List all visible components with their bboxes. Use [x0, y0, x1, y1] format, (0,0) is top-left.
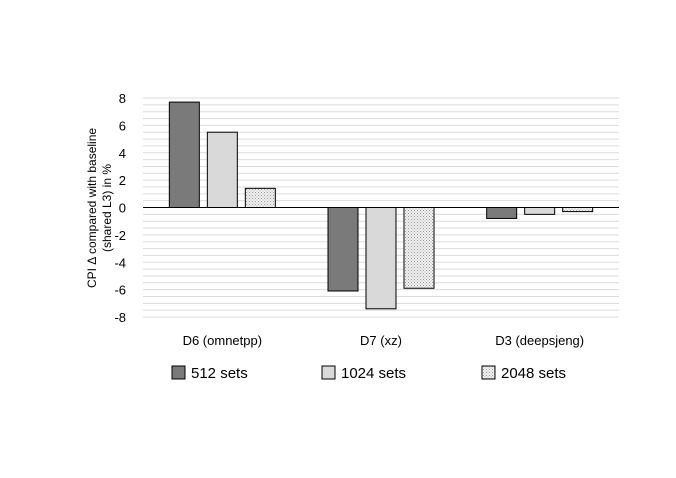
y-tick-labels: 8 6 4 2 0 -2 -4 -6 -8 — [114, 91, 126, 325]
y-tick-label: 0 — [119, 201, 126, 216]
legend-swatch — [481, 365, 496, 380]
legend-swatch — [321, 365, 336, 380]
bar — [327, 207, 359, 292]
bar — [403, 207, 435, 289]
legend: 512 sets 1024 sets 2048 sets — [171, 365, 566, 382]
y-tick-label: 4 — [119, 146, 126, 161]
y-tick-label: 6 — [119, 118, 126, 133]
y-axis-title-line2: (shared L3) in % — [100, 164, 114, 252]
y-tick-label: -6 — [114, 283, 126, 298]
bar — [365, 207, 397, 310]
bar — [168, 101, 200, 208]
y-tick-label: -2 — [114, 228, 126, 243]
category-label: D6 (omnetpp) — [183, 333, 262, 348]
y-tick-label: 8 — [119, 91, 126, 106]
bar — [524, 207, 556, 215]
bars — [168, 101, 594, 310]
legend-label: 512 sets — [191, 365, 248, 382]
y-tick-label: 2 — [119, 173, 126, 188]
bar — [206, 131, 238, 208]
y-axis-title-line1: CPI Δ compared with baseline — [85, 128, 99, 288]
legend-label: 1024 sets — [341, 365, 406, 382]
bar — [486, 207, 518, 219]
legend-label: 2048 sets — [501, 365, 566, 382]
category-labels: D6 (omnetpp) D7 (xz) D3 (deepsjeng) — [183, 333, 585, 348]
bar — [244, 187, 276, 208]
category-label: D3 (deepsjeng) — [495, 333, 584, 348]
bar — [562, 207, 594, 213]
y-tick-label: -4 — [114, 255, 126, 270]
legend-swatch — [171, 365, 186, 380]
y-tick-label: -8 — [114, 310, 126, 325]
category-label: D7 (xz) — [360, 333, 402, 348]
